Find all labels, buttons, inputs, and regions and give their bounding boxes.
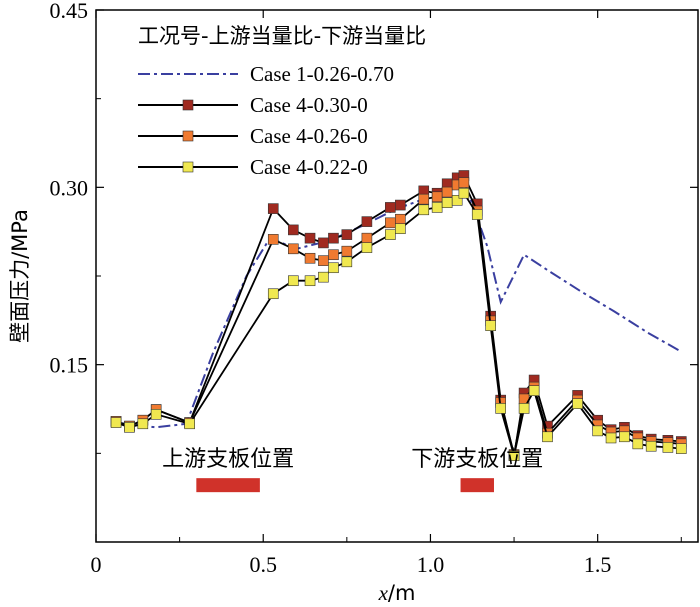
- series-4-point: [441, 197, 453, 209]
- legend: 工况号-上游当量比-下游当量比 Case 1-0.26-0.70 Case 4-0.…: [138, 24, 426, 179]
- series-4-point: [605, 432, 617, 444]
- legend-marker-3: [182, 130, 194, 142]
- series-4-point: [110, 417, 122, 428]
- x-tick-label: 0.5: [249, 552, 277, 577]
- support-plate-label-2: 下游支板位置: [411, 447, 543, 472]
- x-tick-label: 1.0: [417, 552, 445, 577]
- series-4-point: [385, 229, 396, 240]
- series-4-point: [542, 431, 553, 443]
- series-4-point: [528, 385, 540, 396]
- series-4-point: [137, 418, 149, 430]
- support-plate-bar-2: [460, 478, 494, 493]
- y-tick-label: 0.30: [50, 175, 89, 200]
- series-4-point: [328, 262, 339, 274]
- series-3-point: [288, 243, 299, 255]
- series-4-point: [395, 223, 406, 235]
- series-layer: [110, 170, 687, 461]
- annotation-layer: 上游支板位置 下游支板位置: [162, 447, 543, 493]
- series-3-point: [304, 252, 316, 264]
- series-4-point: [572, 398, 583, 409]
- series-4-point: [495, 403, 506, 414]
- y-tick-label: 0.15: [50, 353, 89, 378]
- series-4-point: [150, 409, 162, 420]
- series-4-point: [124, 422, 135, 433]
- series-4-point: [361, 242, 373, 253]
- y-axis-title: 壁面压力/MPa: [8, 209, 32, 343]
- series-3-point: [267, 234, 279, 245]
- series-2-point: [318, 237, 329, 249]
- x-axis-title-var: x: [378, 581, 389, 605]
- series-3-point: [395, 213, 406, 225]
- x-axis-title-unit: /m: [388, 581, 416, 605]
- series-4-point: [485, 320, 496, 331]
- x-tick-label: 0: [91, 552, 102, 577]
- support-plate-label-1: 上游支板位置: [162, 447, 294, 472]
- legend-marker-2: [182, 99, 194, 111]
- series-3-point: [385, 217, 396, 229]
- y-tick-label: 0.45: [50, 0, 89, 23]
- series-4-point: [675, 443, 687, 454]
- series-3-point: [458, 177, 470, 188]
- series-3-point: [318, 255, 329, 266]
- series-4-point: [304, 275, 316, 287]
- series-4-point: [431, 202, 443, 213]
- series-4-point: [318, 271, 329, 283]
- series-4-point: [662, 442, 674, 453]
- series-4-point: [592, 425, 603, 437]
- plot-axes: 0 0.5 1.0 1.5 0.15 0.30 0.45: [50, 0, 699, 577]
- series-4-point: [418, 204, 430, 216]
- series-2-point: [341, 229, 353, 240]
- legend-marker-4: [182, 161, 194, 173]
- series-4-point: [184, 418, 195, 430]
- x-tick-label: 1.5: [584, 552, 612, 577]
- series-3-point: [328, 249, 339, 261]
- series-2-point: [385, 202, 396, 213]
- series-4-point: [267, 288, 279, 300]
- series-4-point: [451, 195, 463, 206]
- series-4-point: [288, 275, 299, 287]
- series-4-point: [508, 450, 520, 461]
- legend-title: 工况号-上游当量比-下游当量比: [138, 24, 426, 48]
- series-3-point: [418, 193, 430, 205]
- series-4-point: [632, 438, 644, 450]
- series-2-point: [304, 232, 316, 244]
- legend-entry-1: Case 1-0.26-0.70: [250, 62, 394, 86]
- series-4-point: [645, 440, 657, 452]
- series-2-point: [267, 203, 279, 214]
- series-2-point: [328, 232, 339, 244]
- series-4-point: [341, 256, 353, 268]
- series-4-point: [518, 403, 530, 414]
- series-2-point: [395, 199, 406, 211]
- series-3-point: [341, 245, 353, 257]
- legend-entry-4: Case 4-0.22-0: [250, 155, 368, 179]
- series-2-point: [361, 216, 373, 227]
- x-axis-title: x/m: [378, 581, 416, 605]
- series-4-point: [619, 431, 630, 443]
- series-3-point: [431, 191, 443, 203]
- series-3-point: [441, 186, 453, 198]
- legend-entry-3: Case 4-0.26-0: [250, 124, 368, 148]
- series-3-point: [361, 232, 373, 244]
- series-4-point: [471, 209, 483, 220]
- support-plate-bar-1: [196, 478, 260, 493]
- series-2-point: [288, 224, 299, 236]
- legend-entry-2: Case 4-0.30-0: [250, 93, 368, 117]
- series-4-point: [458, 187, 470, 199]
